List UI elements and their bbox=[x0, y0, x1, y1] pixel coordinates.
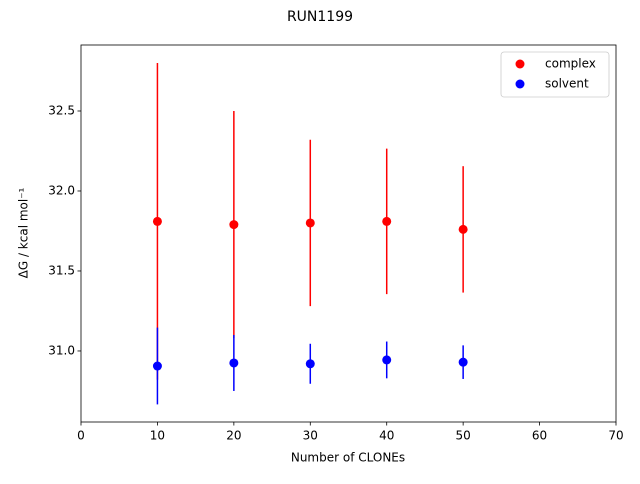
legend-label: solvent bbox=[545, 77, 589, 91]
x-tick-label: 20 bbox=[226, 429, 241, 443]
x-tick-label: 0 bbox=[77, 429, 85, 443]
point bbox=[305, 218, 315, 228]
point bbox=[229, 358, 239, 368]
y-tick-label: 31.0 bbox=[48, 343, 75, 357]
point bbox=[305, 359, 315, 369]
legend-marker bbox=[515, 59, 525, 69]
x-tick-label: 70 bbox=[608, 429, 623, 443]
point bbox=[229, 220, 239, 230]
point bbox=[458, 357, 468, 367]
x-tick-label: 50 bbox=[456, 429, 471, 443]
point bbox=[382, 355, 392, 365]
legend-marker bbox=[515, 79, 525, 89]
chart-title: RUN1199 bbox=[287, 9, 353, 25]
x-tick-label: 40 bbox=[379, 429, 394, 443]
legend-label: complex bbox=[545, 57, 596, 71]
point bbox=[152, 216, 162, 226]
y-tick-label: 32.5 bbox=[48, 103, 75, 117]
point bbox=[152, 361, 162, 371]
x-tick-label: 30 bbox=[303, 429, 318, 443]
y-tick-label: 31.5 bbox=[48, 263, 75, 277]
point bbox=[382, 216, 392, 226]
plot-frame bbox=[80, 44, 617, 423]
x-tick-label: 10 bbox=[150, 429, 165, 443]
y-tick-label: 32.0 bbox=[48, 183, 75, 197]
legend-box bbox=[500, 51, 610, 98]
x-tick-label: 60 bbox=[532, 429, 547, 443]
point bbox=[458, 224, 468, 234]
x-axis-label: Number of CLONEs bbox=[291, 451, 405, 465]
y-axis-label: ΔG / kcal mol⁻¹ bbox=[17, 187, 31, 278]
